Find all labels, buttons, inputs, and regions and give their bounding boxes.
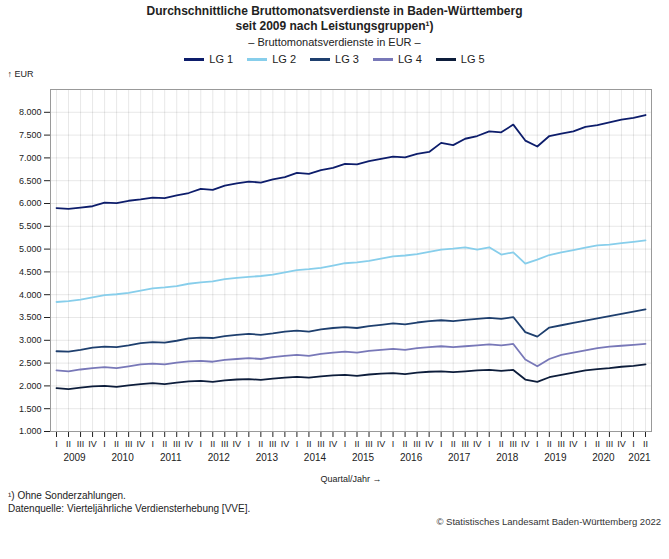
svg-text:3.000: 3.000 (19, 335, 42, 345)
svg-text:IV: IV (425, 439, 434, 449)
svg-text:2020: 2020 (592, 452, 615, 463)
svg-text:IV: IV (617, 439, 626, 449)
svg-text:II: II (451, 439, 456, 449)
svg-text:I: I (584, 439, 587, 449)
svg-text:I: I (392, 439, 395, 449)
svg-text:2021: 2021 (628, 452, 651, 463)
svg-text:7.000: 7.000 (19, 153, 42, 163)
svg-text:II: II (355, 439, 360, 449)
svg-text:IV: IV (233, 439, 242, 449)
svg-text:II: II (547, 439, 552, 449)
svg-text:7.500: 7.500 (19, 130, 42, 140)
svg-text:2019: 2019 (544, 452, 567, 463)
svg-text:2016: 2016 (400, 452, 423, 463)
svg-text:2013: 2013 (256, 452, 279, 463)
svg-text:II: II (643, 439, 648, 449)
svg-text:5.000: 5.000 (19, 244, 42, 254)
svg-text:IV: IV (377, 439, 386, 449)
svg-text:I: I (248, 439, 251, 449)
svg-text:2.500: 2.500 (19, 358, 42, 368)
svg-text:3.500: 3.500 (19, 312, 42, 322)
svg-text:I: I (55, 439, 58, 449)
html-text:– Bruttomonatsverdienste in EU: – Bruttomonatsverdienste in EUR – (248, 36, 421, 48)
svg-text:II: II (66, 439, 71, 449)
svg-text:2.000: 2.000 (19, 381, 42, 391)
svg-text:1.000: 1.000 (19, 426, 42, 436)
svg-text:I: I (536, 439, 539, 449)
svg-text:III: III (558, 439, 566, 449)
svg-text:2009: 2009 (63, 452, 86, 463)
svg-text:III: III (77, 439, 85, 449)
svg-text:2015: 2015 (352, 452, 375, 463)
svg-text:III: III (510, 439, 518, 449)
html-text:LG 3: LG 3 (335, 53, 359, 65)
svg-text:2018: 2018 (496, 452, 519, 463)
html-text:© Statistisches Landesamt Bade: © Statistisches Landesamt Baden-Württemb… (436, 516, 661, 527)
svg-text:I: I (103, 439, 106, 449)
svg-text:1.500: 1.500 (19, 404, 42, 414)
svg-text:2017: 2017 (448, 452, 471, 463)
html-text:Datenquelle: Vierteljährliche: Datenquelle: Vierteljährliche Verdienste… (8, 503, 251, 514)
svg-text:8.000: 8.000 (19, 107, 42, 117)
svg-text:I: I (632, 439, 635, 449)
svg-text:III: III (365, 439, 373, 449)
html-text:LG 4: LG 4 (397, 53, 422, 65)
svg-text:I: I (151, 439, 154, 449)
svg-text:4.000: 4.000 (19, 290, 42, 300)
svg-text:2014: 2014 (304, 452, 327, 463)
svg-text:II: II (258, 439, 263, 449)
html-text:Durchschnittliche Bruttomonats: Durchschnittliche Bruttomonatsverdienste… (146, 4, 523, 33)
html-text:¹) Ohne Sonderzahlungen.: ¹) Ohne Sonderzahlungen. (8, 490, 126, 501)
svg-text:5.500: 5.500 (19, 221, 42, 231)
svg-text:I: I (440, 439, 443, 449)
svg-text:II: II (306, 439, 311, 449)
svg-text:III: III (413, 439, 421, 449)
svg-text:2010: 2010 (111, 452, 134, 463)
svg-text:I: I (199, 439, 202, 449)
html-text:LG 5: LG 5 (460, 53, 485, 65)
svg-text:III: III (317, 439, 325, 449)
svg-text:IV: IV (521, 439, 530, 449)
svg-text:III: III (269, 439, 277, 449)
html-text:LG 2: LG 2 (272, 53, 297, 65)
svg-text:I: I (296, 439, 299, 449)
svg-text:↑ EUR: ↑ EUR (8, 69, 35, 79)
svg-text:II: II (499, 439, 504, 449)
svg-text:I: I (344, 439, 347, 449)
svg-text:II: II (595, 439, 600, 449)
svg-text:IV: IV (184, 439, 193, 449)
svg-text:III: III (606, 439, 614, 449)
svg-text:II: II (114, 439, 119, 449)
svg-text:2011: 2011 (160, 452, 182, 463)
svg-text:III: III (173, 439, 181, 449)
html-text:LG 1: LG 1 (209, 53, 234, 65)
svg-text:6.500: 6.500 (19, 176, 42, 186)
svg-text:4.500: 4.500 (19, 267, 42, 277)
svg-text:Quartal/Jahr →: Quartal/Jahr → (320, 474, 381, 484)
svg-text:6.000: 6.000 (19, 198, 42, 208)
svg-text:IV: IV (569, 439, 578, 449)
svg-text:II: II (162, 439, 167, 449)
svg-text:IV: IV (329, 439, 338, 449)
svg-text:III: III (461, 439, 469, 449)
svg-text:2012: 2012 (208, 452, 231, 463)
svg-text:IV: IV (473, 439, 482, 449)
svg-text:II: II (403, 439, 408, 449)
svg-text:III: III (221, 439, 229, 449)
svg-text:III: III (125, 439, 133, 449)
svg-text:IV: IV (136, 439, 145, 449)
svg-text:II: II (210, 439, 215, 449)
svg-text:IV: IV (88, 439, 97, 449)
svg-text:I: I (488, 439, 491, 449)
svg-text:IV: IV (281, 439, 290, 449)
